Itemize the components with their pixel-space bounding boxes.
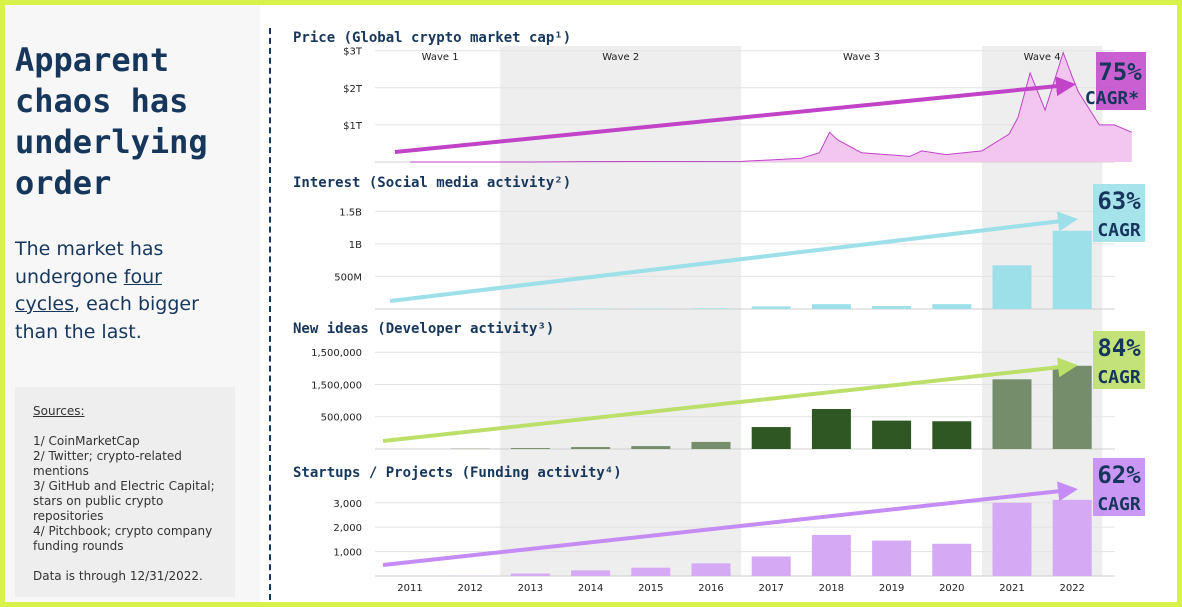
bar: [691, 441, 731, 449]
bar: [751, 427, 791, 449]
chart-title: Price (Global crypto market cap¹): [293, 30, 571, 46]
data-through-note: Data is through 12/31/2022.: [33, 569, 203, 583]
chart-title: Startups / Projects (Funding activity⁴): [293, 465, 622, 481]
source-item: 3/ GitHub and Electric Capital; stars on…: [33, 479, 215, 523]
bar: [510, 573, 550, 576]
bar: [571, 570, 611, 576]
bar: [751, 306, 791, 309]
source-item: 4/ Pitchbook; crypto company funding rou…: [33, 524, 213, 553]
x-tick-label: 2022: [1059, 583, 1084, 594]
bar: [872, 540, 912, 576]
four-cycles-link[interactable]: four cycles: [15, 265, 162, 316]
bar: [992, 265, 1032, 309]
cagr-label: CAGR: [1097, 494, 1141, 515]
divider-line: [269, 28, 271, 600]
cagr-label: CAGR: [1097, 220, 1141, 241]
x-tick-label: 2018: [819, 583, 844, 594]
cagr-label: CAGR: [1097, 367, 1141, 388]
x-tick-label: 2017: [758, 583, 783, 594]
chart-title: New ideas (Developer activity³): [293, 321, 554, 337]
x-tick-label: 2013: [518, 583, 543, 594]
bar: [1052, 365, 1092, 449]
wave-band: [500, 46, 742, 576]
bar: [631, 446, 671, 449]
cagr-box: [1093, 458, 1145, 516]
bar: [1052, 499, 1092, 576]
trend-arrow: [394, 76, 1076, 154]
chart-title: Interest (Social media activity²): [293, 175, 571, 191]
x-tick-label: 2021: [999, 583, 1024, 594]
cagr-label: CAGR*: [1085, 88, 1139, 109]
wave-label: Wave 1: [422, 52, 459, 63]
wave-label: Wave 3: [843, 52, 880, 63]
bar: [932, 304, 972, 309]
cagr-box: [1093, 331, 1145, 389]
bar: [691, 563, 731, 576]
y-tick-label: 1,500,000: [311, 348, 362, 359]
y-tick-label: 1B: [349, 240, 362, 251]
cagr-value: 63%: [1097, 187, 1141, 215]
cagr-value: 75%: [1098, 58, 1142, 86]
bar: [691, 308, 731, 309]
summary-text-start: The market has undergone: [15, 238, 164, 288]
cagr-box: [1096, 52, 1146, 110]
bar: [811, 304, 851, 309]
summary-text: The market has undergone four cycles, ea…: [15, 236, 230, 346]
bar: [932, 543, 972, 576]
y-tick-label: 1,500,000: [311, 380, 362, 391]
y-tick-label: 3,000: [333, 499, 362, 510]
sources-box: Sources: 1/ CoinMarketCap 2/ Twitter; cr…: [15, 387, 235, 597]
y-tick-label: 2,000: [333, 523, 362, 534]
x-tick-label: 2012: [457, 583, 482, 594]
x-tick-label: 2014: [578, 583, 603, 594]
bar: [571, 308, 611, 309]
bar: [631, 567, 671, 576]
wave-label: Wave 2: [602, 52, 639, 63]
cagr-box: [1093, 184, 1145, 242]
source-item: 1/ CoinMarketCap: [33, 434, 140, 448]
bar: [751, 556, 791, 576]
y-tick-label: 500M: [334, 272, 362, 283]
bar: [510, 448, 550, 449]
x-tick-label: 2016: [698, 583, 723, 594]
y-tick-label: 1.5B: [339, 207, 362, 218]
x-tick-label: 2019: [879, 583, 904, 594]
bar: [811, 534, 851, 576]
cagr-value: 84%: [1097, 334, 1141, 362]
price-area: [410, 52, 1132, 162]
bar: [1052, 230, 1092, 309]
trend-arrow: [382, 357, 1078, 443]
source-item: 2/ Twitter; crypto-related mentions: [33, 449, 182, 478]
bar: [571, 447, 611, 449]
y-tick-label: 500,000: [321, 413, 362, 424]
headline: Apparent chaos has underlying order: [15, 41, 208, 202]
y-tick-label: $1T: [343, 121, 363, 132]
x-tick-label: 2011: [397, 583, 422, 594]
bar: [872, 306, 912, 309]
bar: [992, 379, 1032, 449]
sources-title: Sources:: [33, 404, 85, 418]
bar: [872, 420, 912, 449]
x-tick-label: 2020: [939, 583, 964, 594]
bar: [932, 421, 972, 449]
trend-arrow: [389, 211, 1078, 303]
charts-layer: Wave 1 Wave 2 Wave 3 Wave 4 Price (Global cr…: [293, 30, 1146, 594]
trend-arrow: [382, 481, 1078, 567]
x-tick-label: 2015: [638, 583, 663, 594]
y-tick-label: $3T: [343, 47, 363, 58]
y-tick-label: 1,000: [333, 548, 362, 559]
bar: [811, 409, 851, 449]
wave-label: Wave 4: [1024, 52, 1061, 63]
summary-text-end: , each bigger than the last.: [15, 293, 199, 343]
cagr-value: 62%: [1097, 461, 1141, 489]
bar: [992, 502, 1032, 576]
y-tick-label: $2T: [343, 84, 363, 95]
